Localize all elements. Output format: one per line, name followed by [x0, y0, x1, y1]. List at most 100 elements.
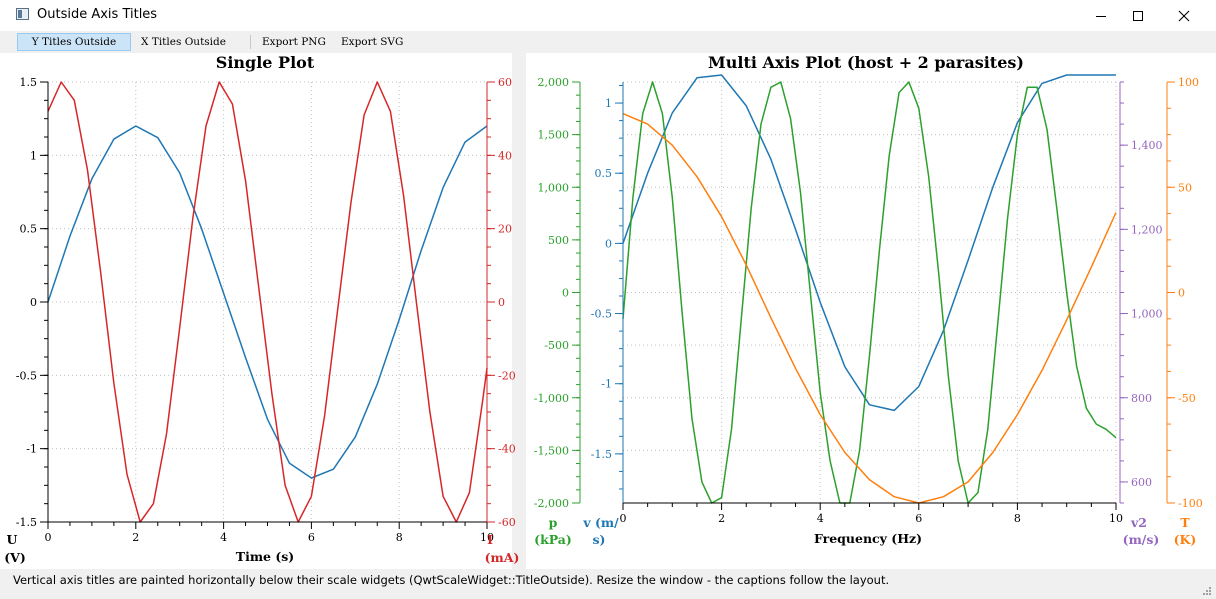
- multi-axis-plot: Multi Axis Plot (host + 2 parasites) 0 2 4…: [534, 53, 1203, 547]
- toolbar-separator: [250, 35, 251, 49]
- toolbar: Y Titles Outside X Titles Outside Export…: [0, 31, 1216, 53]
- y-tick-label-v2: 800: [1131, 392, 1152, 405]
- y-tick-label-v: 0: [605, 237, 612, 250]
- x-tick-label: 8: [396, 531, 403, 544]
- y-tick-label-y-left: 0: [30, 296, 37, 309]
- series-layer: [47, 81, 488, 523]
- v2-axis-title: v2: [1130, 515, 1147, 530]
- title-bar: Outside Axis Titles: [0, 0, 1216, 31]
- plot-title: Multi Axis Plot (host + 2 parasites): [708, 53, 1024, 72]
- v-axis-title: v (m/: [582, 515, 619, 530]
- series-layer: [622, 74, 1117, 504]
- export-png-button[interactable]: Export PNG: [262, 36, 326, 48]
- x-tick-label: 2: [718, 512, 725, 525]
- y-titles-outside-button[interactable]: Y Titles Outside: [17, 33, 131, 51]
- y-tick-label-p: 1,500: [538, 129, 570, 142]
- series-line-y-left: [47, 125, 488, 479]
- y-tick-label-y-left: -1: [26, 443, 37, 456]
- y-tick-label-T: 100: [1178, 76, 1199, 89]
- grid: [622, 81, 1117, 504]
- minimize-icon: [1096, 15, 1106, 17]
- series-line-T: [622, 112, 1117, 504]
- series-line-y-right: [47, 81, 488, 523]
- t-axis-title: T: [1180, 515, 1190, 530]
- x-tick-label: 0: [620, 512, 627, 525]
- plot-title: Single Plot: [216, 53, 315, 72]
- y-tick-label-y-right: 20: [498, 223, 512, 236]
- y-tick-label-p: 2,000: [538, 76, 570, 89]
- v-axis-unit: s): [593, 532, 606, 547]
- p-axis-title: p: [549, 515, 558, 530]
- x-tick-label: 2: [132, 531, 139, 544]
- t-axis-unit: (K): [1174, 532, 1197, 547]
- y-tick-label-v: -1.5: [591, 448, 612, 461]
- x-tick-label: 4: [817, 512, 824, 525]
- x-tick-label: 10: [480, 531, 494, 544]
- y-left-axis-title: U: [7, 532, 18, 547]
- y-tick-label-y-left: 1: [30, 149, 37, 162]
- axes-layer: 0 2 4 6 8 10-2,000-1,500-1,000-50005001,0001,…: [534, 76, 1203, 525]
- y-right-axis-title: I: [487, 532, 493, 547]
- y-tick-label-p: -1,500: [534, 444, 569, 457]
- y-tick-label-p: 1,000: [538, 181, 570, 194]
- y-tick-label-p: -1,000: [534, 392, 569, 405]
- y-tick-label-v2: 1,400: [1131, 139, 1163, 152]
- plots-area: Single Plot 0 2 4 6 8 10 -1.5 -1 -0.5 0 0.5 1 1.5 -60…: [0, 53, 1216, 569]
- y-tick-label-y-left: 0.5: [20, 223, 38, 236]
- splitter-handle[interactable]: [512, 53, 526, 569]
- y-right-axis-unit: (mA): [485, 550, 520, 565]
- y-tick-label-y-left: -1.5: [16, 516, 37, 529]
- single-plot: Single Plot 0 2 4 6 8 10 -1.5 -1 -0.5 0 0.5 1 1.5 -60…: [4, 53, 519, 565]
- x-tick-label: 4: [220, 531, 227, 544]
- v2-axis-unit: (m/s): [1123, 532, 1160, 547]
- x-tick-label: 6: [915, 512, 922, 525]
- y-left-axis-unit: (V): [4, 550, 26, 565]
- y-tick-label-y-right: -40: [498, 443, 516, 456]
- plots-canvas: Single Plot 0 2 4 6 8 10-1.5-1-0.500.511.5-60…: [4, 53, 1203, 569]
- export-svg-button[interactable]: Export SVG: [341, 36, 404, 48]
- y-tick-label-p: -2,000: [534, 497, 569, 510]
- y-tick-label-v2: 1,200: [1131, 223, 1163, 236]
- minimize-button[interactable]: [1078, 0, 1124, 31]
- x-axis-title: Time (s): [236, 549, 294, 564]
- x-tick-label: 8: [1014, 512, 1021, 525]
- y-tick-label-v: -1: [601, 378, 612, 391]
- y-tick-label-v: -0.5: [591, 308, 612, 321]
- y-tick-label-v: 0.5: [595, 167, 613, 180]
- close-button[interactable]: [1161, 0, 1207, 31]
- y-tick-label-y-right: 60: [498, 76, 512, 89]
- y-tick-label-T: 50: [1178, 181, 1192, 194]
- y-tick-label-y-left: 1.5: [20, 76, 38, 89]
- maximize-button[interactable]: [1115, 0, 1161, 31]
- y-tick-label-y-right: -20: [498, 369, 516, 382]
- y-tick-label-T: 0: [1178, 287, 1185, 300]
- x-tick-label: 0: [45, 531, 52, 544]
- y-tick-label-v2: 600: [1131, 476, 1152, 489]
- y-tick-label-v2: 1,000: [1131, 308, 1163, 321]
- grid: [47, 81, 488, 523]
- x-axis-title: Frequency (Hz): [814, 531, 922, 546]
- y-tick-label-v: 1: [605, 97, 612, 110]
- y-tick-label-p: -500: [544, 339, 569, 352]
- series-line-v: [622, 74, 1116, 412]
- app-window-icon: [16, 8, 29, 20]
- maximize-icon: [1133, 10, 1143, 21]
- y-tick-label-p: 500: [548, 234, 569, 247]
- window-title: Outside Axis Titles: [37, 7, 158, 22]
- p-axis-unit: (kPa): [534, 532, 572, 547]
- y-tick-label-y-left: -0.5: [16, 369, 37, 382]
- y-tick-label-y-right: -60: [498, 516, 516, 529]
- y-tick-label-T: -50: [1178, 392, 1196, 405]
- y-tick-label-T: -100: [1178, 497, 1203, 510]
- y-tick-label-p: 0: [562, 287, 569, 300]
- x-tick-label: 10: [1109, 512, 1123, 525]
- series-line-p: [622, 81, 1117, 504]
- status-text: Vertical axis titles are painted horizon…: [13, 573, 890, 587]
- size-grip-icon[interactable]: [1202, 586, 1212, 596]
- x-titles-outside-button[interactable]: X Titles Outside: [141, 36, 226, 48]
- axes-layer: 0 2 4 6 8 10 -1.5 -1 -0.5 0 0.5 1 1.5 -60 -40 -20 0 20 40 6…: [16, 76, 516, 544]
- y-tick-label-y-right: 40: [498, 149, 512, 162]
- close-icon: [1178, 10, 1190, 21]
- y-tick-label-y-right: 0: [498, 296, 505, 309]
- x-tick-label: 6: [308, 531, 315, 544]
